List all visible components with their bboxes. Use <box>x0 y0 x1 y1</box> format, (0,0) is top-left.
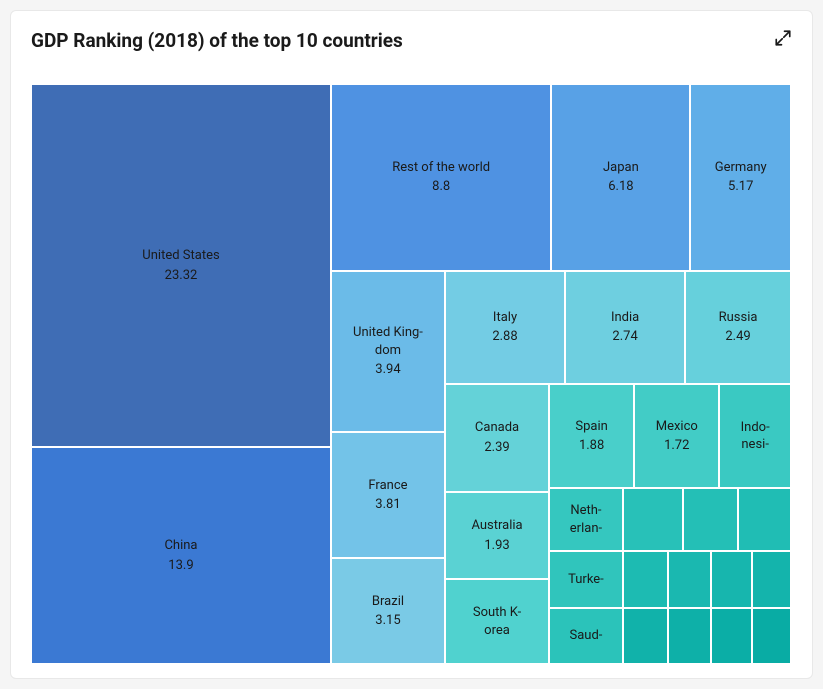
treemap-tile[interactable] <box>668 551 711 608</box>
tile-value: 3.94 <box>375 361 400 379</box>
treemap-tile[interactable] <box>738 488 791 551</box>
tile-label: United States <box>142 247 219 265</box>
tile-label: United King-dom <box>353 324 423 359</box>
tile-label: Rest of the world <box>392 159 490 177</box>
tile-value: 3.15 <box>375 612 400 630</box>
treemap-tile[interactable] <box>668 608 711 664</box>
treemap-tile[interactable]: Rest of the world8.8 <box>331 84 551 271</box>
chart-card: GDP Ranking (2018) of the top 10 countri… <box>10 10 813 679</box>
tile-label: Neth-erlan- <box>570 502 602 537</box>
tile-value: 1.72 <box>664 437 689 455</box>
tile-label: Japan <box>603 159 639 177</box>
expand-icon[interactable] <box>774 29 792 47</box>
treemap-tile[interactable]: Mexico1.72 <box>634 384 719 488</box>
treemap-tile[interactable]: Neth-erlan- <box>549 488 623 551</box>
tile-label: Australia <box>471 517 522 535</box>
tile-label: Germany <box>715 159 767 177</box>
tile-label: France <box>368 477 407 495</box>
tile-label: Brazil <box>372 593 404 611</box>
tile-value: 8.8 <box>432 178 450 196</box>
tile-label: Mexico <box>656 418 698 436</box>
treemap-tile[interactable]: Indo-nesi- <box>719 384 791 488</box>
treemap-tile[interactable]: Germany5.17 <box>690 84 791 271</box>
treemap-tile[interactable]: Japan6.18 <box>551 84 690 271</box>
tile-value: 13.9 <box>168 557 193 575</box>
tile-label: Canada <box>475 419 519 437</box>
tile-label: India <box>611 309 639 327</box>
tile-value: 5.17 <box>728 178 753 196</box>
tile-value: 3.81 <box>375 496 400 514</box>
treemap-tile[interactable]: India2.74 <box>565 271 685 384</box>
treemap-tile[interactable]: Spain1.88 <box>549 384 634 488</box>
treemap-tile[interactable] <box>752 551 791 608</box>
tile-value: 2.49 <box>725 328 750 346</box>
tile-value: 23.32 <box>165 267 198 285</box>
treemap-tile[interactable]: Australia 1.93 <box>445 492 549 580</box>
tile-label: China <box>164 537 197 555</box>
tile-value: 6.18 <box>608 178 633 196</box>
tile-label: South K-orea <box>473 604 521 639</box>
treemap-tile[interactable]: Italy2.88 <box>445 271 565 384</box>
tile-label: Turke- <box>568 571 604 589</box>
treemap-tile[interactable] <box>752 608 791 664</box>
treemap-tile[interactable]: Turke- <box>549 551 623 608</box>
tile-value: 1.88 <box>579 437 604 455</box>
treemap-tile[interactable]: France3.81 <box>331 432 445 558</box>
tile-label: Spain <box>575 418 607 436</box>
treemap-tile[interactable]: South K-orea <box>445 579 549 664</box>
treemap-tile[interactable] <box>623 551 669 608</box>
treemap-tile[interactable]: Saud- <box>549 608 623 664</box>
tile-label: Russia <box>719 309 758 327</box>
treemap-tile[interactable]: Brazil3.15 <box>331 558 445 664</box>
tile-value: 2.74 <box>612 328 637 346</box>
tile-label: Saud- <box>569 627 602 645</box>
treemap-tile[interactable]: United King-dom 3.94 <box>331 271 445 432</box>
treemap-tile[interactable] <box>711 551 752 608</box>
chart-title: GDP Ranking (2018) of the top 10 countri… <box>31 29 403 52</box>
tile-value: 2.39 <box>484 439 509 457</box>
tile-value: 1.93 <box>484 537 509 555</box>
treemap-tile[interactable] <box>623 608 669 664</box>
treemap-tile[interactable] <box>711 608 752 664</box>
treemap-tile[interactable] <box>683 488 738 551</box>
tile-label: Italy <box>493 309 517 327</box>
treemap-chart: United States 23.32 China 13.9 Rest of the w… <box>31 84 791 664</box>
card-header: GDP Ranking (2018) of the top 10 countri… <box>31 29 792 52</box>
treemap-tile[interactable]: Canada 2.39 <box>445 384 549 492</box>
treemap-tile[interactable]: China 13.9 <box>31 447 331 664</box>
treemap-tile[interactable]: Russia2.49 <box>685 271 791 384</box>
treemap-tile[interactable]: United States 23.32 <box>31 84 331 447</box>
tile-value: 2.88 <box>492 328 517 346</box>
treemap-tile[interactable] <box>623 488 683 551</box>
tile-label: Indo-nesi- <box>741 419 770 454</box>
